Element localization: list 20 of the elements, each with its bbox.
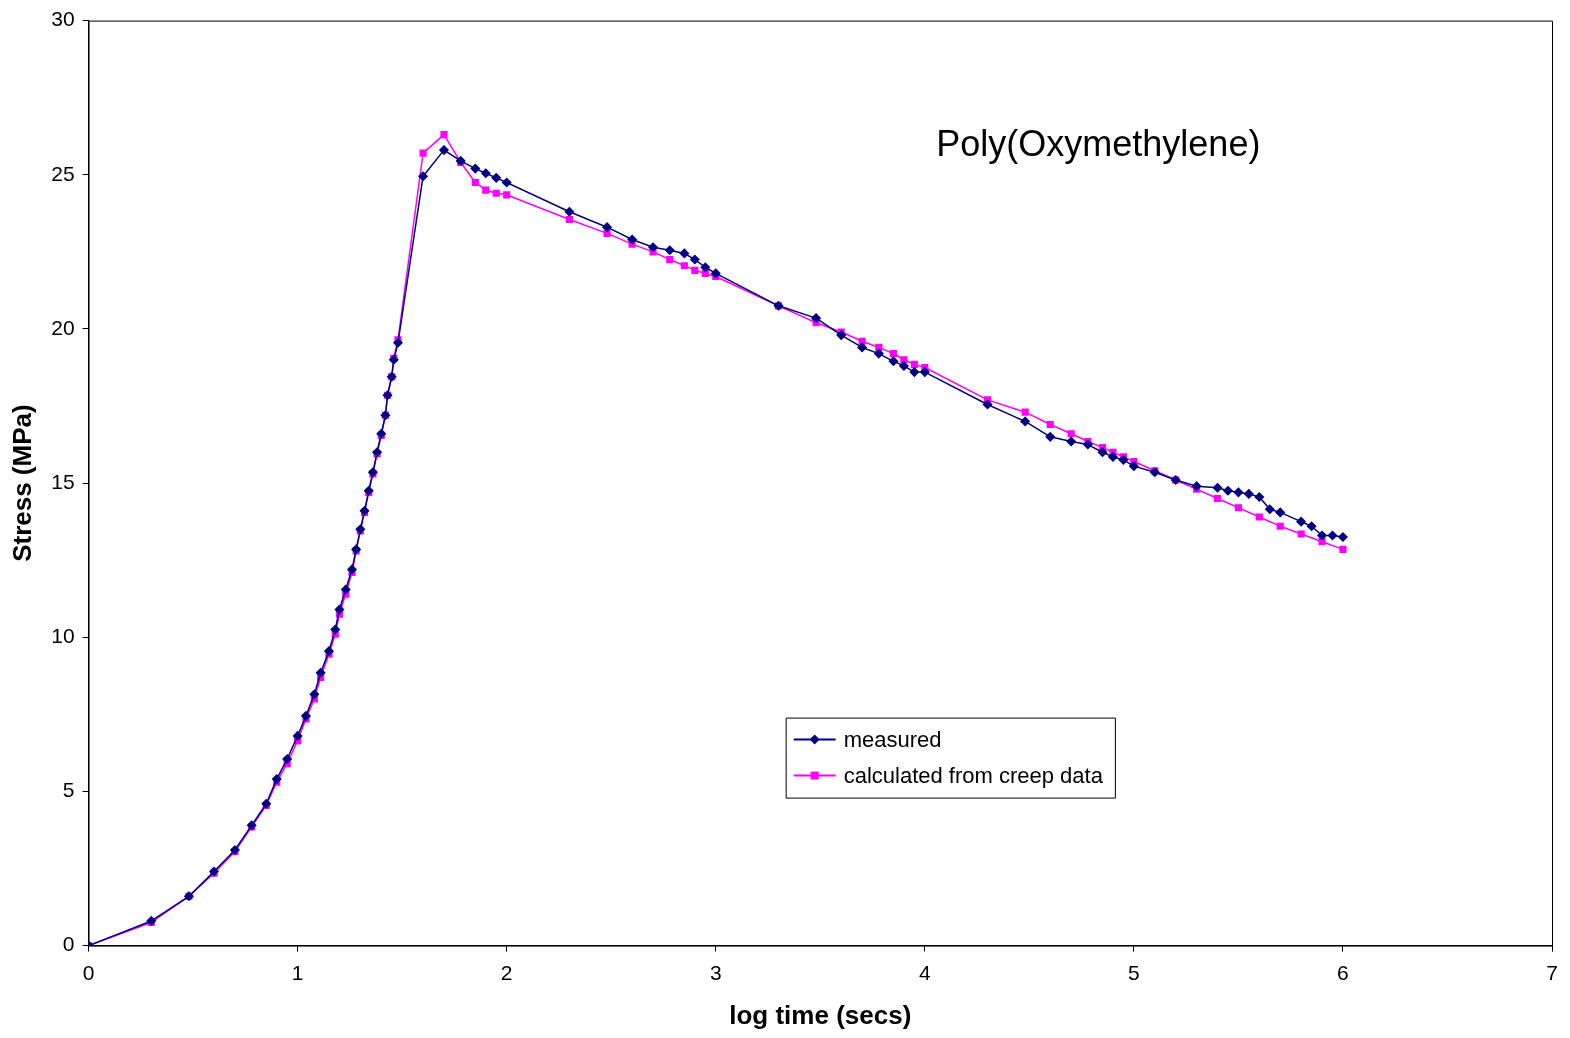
x-axis-title: log time (secs): [729, 999, 912, 1030]
y-tick-label: 5: [62, 778, 75, 802]
y-tick-label: 10: [51, 624, 75, 648]
y-tick-label: 15: [51, 469, 75, 493]
x-tick-label: 4: [918, 961, 931, 984]
y-tick-label: 25: [51, 161, 75, 185]
y-axis-title: Stress (MPa): [6, 404, 37, 562]
y-tick-label: 20: [51, 315, 75, 339]
x-tick-label: 6: [1337, 961, 1349, 984]
x-tick-label: 0: [82, 961, 95, 984]
legend-label: measured: [843, 726, 942, 752]
x-tick-label: 1: [291, 961, 304, 984]
x-tick-label: 2: [500, 961, 513, 984]
legend-label: calculated from creep data: [843, 762, 1104, 788]
y-tick-label: 30: [51, 7, 75, 31]
x-tick-label: 5: [1128, 961, 1140, 984]
x-tick-label: 7: [1546, 961, 1558, 984]
text: Poly(Oxymethylene): [936, 122, 1261, 164]
y-tick-label: 0: [62, 932, 75, 956]
x-tick-label: 3: [709, 961, 722, 984]
